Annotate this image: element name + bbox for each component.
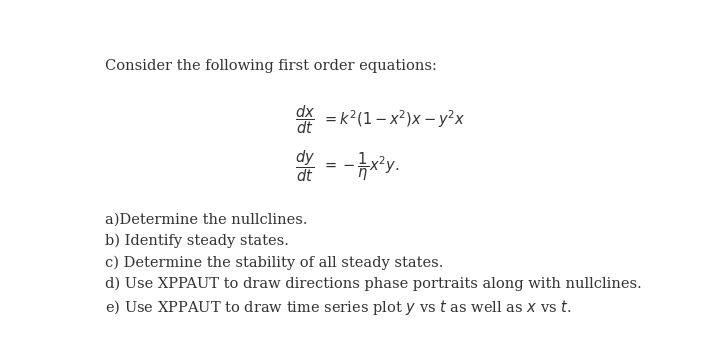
Text: $= k^2(1 - x^2)x - y^2x$: $= k^2(1 - x^2)x - y^2x$ bbox=[322, 108, 465, 130]
Text: b) Identify steady states.: b) Identify steady states. bbox=[105, 234, 289, 248]
Text: c) Determine the stability of all steady states.: c) Determine the stability of all steady… bbox=[105, 255, 444, 270]
Text: $\dfrac{dy}{dt}$: $\dfrac{dy}{dt}$ bbox=[294, 149, 315, 184]
Text: Consider the following first order equations:: Consider the following first order equat… bbox=[105, 59, 437, 73]
Text: $= -\dfrac{1}{\eta}x^2y.$: $= -\dfrac{1}{\eta}x^2y.$ bbox=[322, 150, 399, 183]
Text: e) Use XPPAUT to draw time series plot $y$ vs $t$ as well as $x$ vs $t$.: e) Use XPPAUT to draw time series plot $… bbox=[105, 298, 572, 317]
Text: d) Use XPPAUT to draw directions phase portraits along with nullclines.: d) Use XPPAUT to draw directions phase p… bbox=[105, 277, 642, 291]
Text: a)Determine the nullclines.: a)Determine the nullclines. bbox=[105, 212, 307, 226]
Text: $\dfrac{dx}{dt}$: $\dfrac{dx}{dt}$ bbox=[294, 103, 315, 136]
